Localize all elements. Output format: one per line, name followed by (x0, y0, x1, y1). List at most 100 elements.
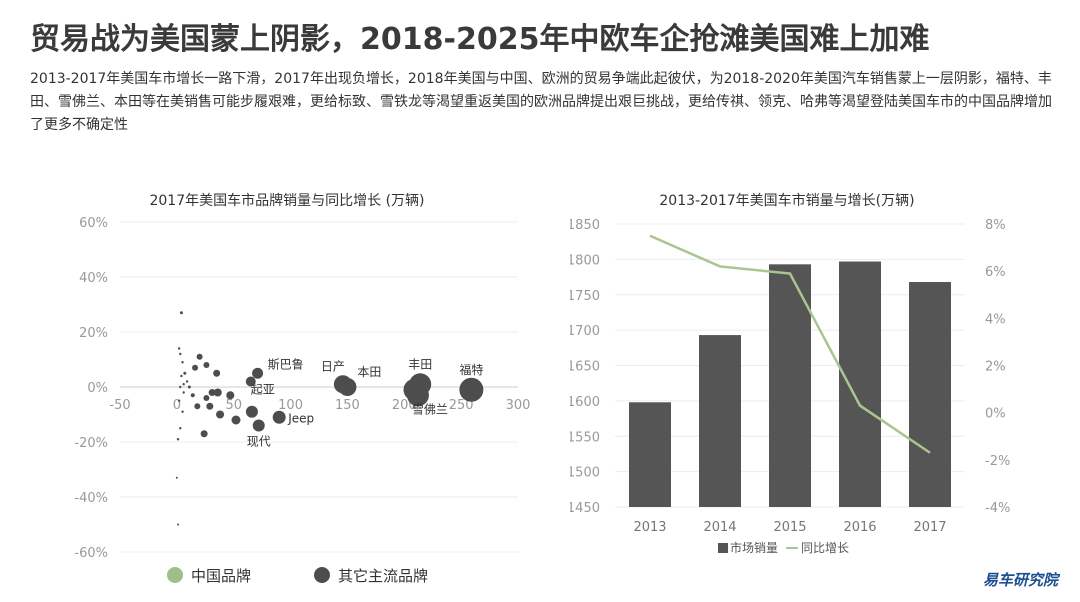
x-tick-label: -50 (109, 398, 130, 413)
legend-label: 中国品牌 (191, 567, 251, 585)
scatter-point (177, 399, 181, 402)
x-tick-label: 2016 (843, 520, 876, 535)
scatter-point (406, 384, 429, 407)
legend-label: 市场销量 (730, 540, 778, 555)
scatter-point (179, 311, 183, 315)
scatter-point (183, 371, 187, 375)
y-tick-label: 40% (79, 271, 108, 286)
y-tick-label: 1650 (570, 360, 600, 375)
scatter-point (192, 364, 199, 371)
y-tick-label: 1500 (570, 466, 600, 481)
x-tick-label: 2017 (913, 520, 946, 535)
scatter-point (181, 361, 184, 364)
point-label: 日产 (321, 359, 345, 373)
scatter-point (182, 383, 185, 386)
y-tick-label: 60% (79, 216, 108, 231)
scatter-point (185, 380, 189, 383)
legend-label: 其它主流品牌 (338, 567, 428, 585)
legend-marker (167, 567, 183, 583)
scatter-point (179, 385, 182, 389)
y2-tick-label: -2% (985, 454, 1010, 469)
scatter-point (176, 438, 180, 441)
x-tick-label: 2015 (773, 520, 806, 535)
bar (629, 402, 671, 507)
page-title: 贸易战为美国蒙上阴影，2018-2025年中欧车企抢滩美国难上加难 (30, 22, 930, 57)
y-tick-label: -60% (74, 546, 108, 561)
x-tick-label: 50 (225, 398, 242, 413)
point-label: 斯巴鲁 (268, 357, 304, 371)
scatter-point (179, 427, 182, 430)
point-label: Jeep (287, 411, 314, 425)
scatter-point (252, 367, 264, 379)
chart-title: 2013-2017年美国车市销量与增长(万辆) (659, 192, 914, 209)
x-tick-label: 100 (278, 398, 303, 413)
y-tick-label: 1550 (570, 430, 600, 445)
y2-tick-label: 4% (985, 312, 1006, 327)
y2-tick-label: -4% (985, 501, 1010, 516)
y-tick-label: 20% (79, 326, 108, 341)
page-description: 2013-2017年美国车市增长一路下滑，2017年出现负增长，2018年美国与… (30, 71, 1052, 133)
scatter-point (338, 378, 357, 396)
scatter-point (196, 353, 203, 360)
x-tick-label: 300 (506, 398, 531, 413)
y2-tick-label: 8% (985, 218, 1006, 233)
y-tick-label: 1750 (570, 289, 600, 304)
x-tick-label: 2013 (633, 520, 666, 535)
bar (839, 261, 881, 507)
bar (699, 335, 741, 507)
x-tick-label: 2014 (703, 520, 736, 535)
y-tick-label: 1700 (570, 324, 600, 339)
y2-tick-label: 0% (985, 407, 1006, 422)
y-tick-label: 1850 (570, 218, 600, 233)
point-label: 雪佛兰 (412, 402, 448, 416)
x-tick-label: 150 (335, 398, 360, 413)
brand-logo: 易车研究院 (982, 571, 1058, 589)
y2-tick-label: 2% (985, 360, 1006, 375)
scatter-point (181, 410, 184, 413)
point-label: 本田 (357, 365, 381, 379)
y-tick-label: 1600 (570, 395, 600, 410)
scatter-point (245, 405, 258, 418)
y-tick-label: 1450 (570, 501, 600, 516)
scatter-point (213, 388, 222, 397)
x-tick-label: 250 (449, 398, 474, 413)
legend-marker (718, 543, 728, 553)
scatter-point (179, 352, 182, 356)
y2-tick-label: 6% (985, 265, 1006, 280)
bar (769, 264, 811, 507)
bar (909, 282, 951, 507)
point-label: 福特 (459, 362, 483, 377)
scatter-point (252, 419, 265, 432)
legend-marker (314, 567, 330, 583)
scatter-point (231, 415, 241, 425)
scatter-point (272, 410, 286, 424)
scatter-point (177, 347, 181, 350)
y-tick-label: 0% (87, 381, 108, 396)
scatter-point (245, 376, 256, 387)
scatter-point (200, 430, 208, 438)
scatter-point (203, 395, 210, 401)
point-label: 丰田 (408, 357, 432, 371)
growth-line (649, 234, 931, 454)
scatter-point (203, 362, 210, 368)
scatter-chart: 2017年美国车市品牌销量与同比增长 (万辆) -60% -40% -20% 0% 20… (74, 192, 531, 585)
y-tick-label: -40% (74, 491, 108, 506)
scatter-point (175, 476, 178, 479)
bar-chart: 2013-2017年美国车市销量与增长(万辆) 1450 1500 1550 1600… (570, 192, 1010, 555)
y-tick-label: -20% (74, 436, 108, 451)
scatter-point (180, 374, 183, 378)
scatter-point (187, 385, 191, 389)
scatter-point (182, 391, 185, 394)
point-label: 现代 (247, 435, 271, 449)
point-label: 起亚 (251, 383, 275, 397)
scatter-point (190, 393, 195, 398)
x-tick-label: 0 (173, 398, 181, 413)
scatter-point (213, 369, 221, 377)
y-tick-label: 1800 (570, 253, 600, 268)
scatter-point (216, 410, 225, 419)
legend-label: 同比增长 (801, 541, 849, 555)
scatter-point (226, 391, 235, 400)
scatter-point (206, 402, 214, 410)
scatter-point (176, 523, 179, 526)
scatter-point (208, 389, 216, 396)
